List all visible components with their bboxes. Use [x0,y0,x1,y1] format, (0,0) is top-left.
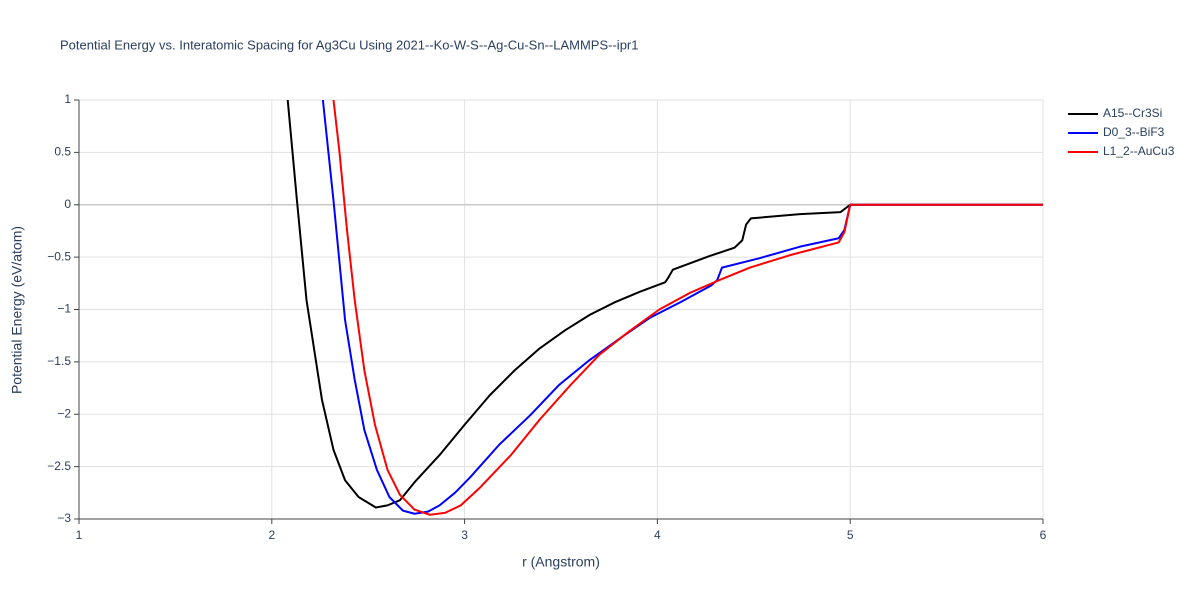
y-tick-label: −1.5 [47,354,71,368]
x-tick-label: 6 [1040,528,1047,542]
legend: A15--Cr3Si D0_3--BiF3 L1_2--AuCu3 [1068,106,1175,158]
legend-label: L1_2--AuCu3 [1103,144,1175,158]
legend-label: A15--Cr3Si [1103,106,1162,120]
x-tick-label: 1 [76,528,83,542]
x-axis-title: r (Angstrom) [522,554,600,570]
series-line [286,100,1043,509]
legend-label: D0_3--BiF3 [1103,125,1165,139]
y-axis-title: Potential Energy (eV/atom) [9,226,25,394]
plot-area [286,100,1043,516]
series-line [321,100,1043,515]
x-tick-label: 5 [847,528,854,542]
y-tick-label: 0 [64,197,71,211]
series-line [332,100,1043,516]
y-tick-label: −0.5 [47,249,71,263]
grid [74,99,1044,524]
x-tick-label: 4 [654,528,661,542]
x-tick-label: 3 [461,528,468,542]
y-tick-label: −1 [57,302,71,316]
y-tick-label: 0.5 [54,145,71,159]
y-tick-label: 1 [64,92,71,106]
x-tick-label: 2 [268,528,275,542]
y-tick-label: −2.5 [47,459,71,473]
y-tick-label: −3 [57,511,71,525]
chart-title: Potential Energy vs. Interatomic Spacing… [60,37,638,52]
y-tick-label: −2 [57,406,71,420]
